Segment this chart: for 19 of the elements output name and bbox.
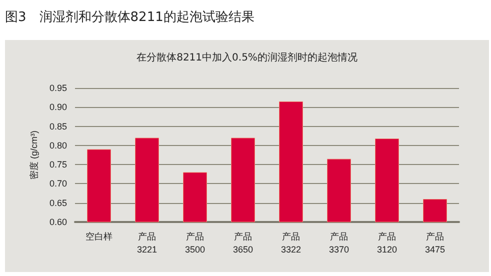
x-tick-label: 产品3221 — [136, 232, 158, 254]
y-tick-label: 0.70 — [49, 178, 67, 189]
y-tick-label: 0.90 — [49, 102, 67, 112]
x-tick-label: 产品3322 — [280, 232, 302, 254]
y-axis-title: 密度 (g/cm³) — [29, 130, 40, 180]
y-tick-label: 0.95 — [49, 83, 67, 93]
x-tick-label: 空白样 — [86, 232, 112, 242]
x-tick-label: 产品3475 — [424, 232, 446, 254]
y-tick-label: 0.60 — [49, 217, 67, 227]
x-tick-label: 产品3650 — [232, 232, 254, 254]
y-tick-label: 0.85 — [49, 121, 67, 132]
chart-subtitle: 在分散体8211中加入0.5%的润湿剂时的起泡情况 — [136, 52, 358, 64]
y-tick-label: 0.65 — [49, 198, 67, 208]
y-tick-label: 0.80 — [49, 140, 67, 150]
x-tick-label: 产品3500 — [184, 232, 206, 254]
x-tick-label: 产品3120 — [376, 232, 398, 254]
chart-title: 图3 润湿剂和分散体8211的起泡试验结果 — [5, 9, 254, 26]
x-tick-label: 产品3370 — [328, 232, 350, 254]
y-tick-label: 0.75 — [49, 160, 67, 170]
